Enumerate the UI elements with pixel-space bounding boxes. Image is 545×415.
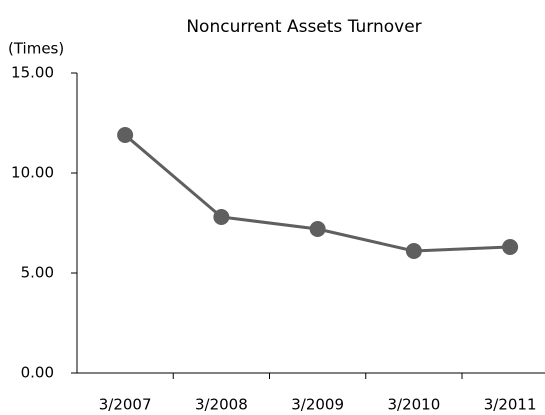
data-point bbox=[117, 127, 134, 143]
data-point bbox=[405, 243, 422, 259]
x-tick-label: 3/2008 bbox=[195, 396, 248, 414]
data-point bbox=[502, 239, 519, 255]
x-tick-label: 3/2007 bbox=[99, 396, 152, 414]
chart-title: Noncurrent Assets Turnover bbox=[186, 17, 421, 37]
y-tick-label: 5.00 bbox=[21, 264, 54, 282]
y-tick-label: 0.00 bbox=[21, 364, 54, 382]
x-tick-label: 3/2011 bbox=[484, 396, 537, 414]
x-tick-label: 3/2009 bbox=[291, 396, 344, 414]
x-tick-label: 3/2010 bbox=[387, 396, 440, 414]
y-axis-label: (Times) bbox=[8, 40, 64, 58]
data-point bbox=[309, 221, 326, 237]
y-tick-label: 10.00 bbox=[11, 164, 54, 182]
y-tick-label: 15.00 bbox=[11, 64, 54, 82]
data-point bbox=[213, 209, 230, 225]
